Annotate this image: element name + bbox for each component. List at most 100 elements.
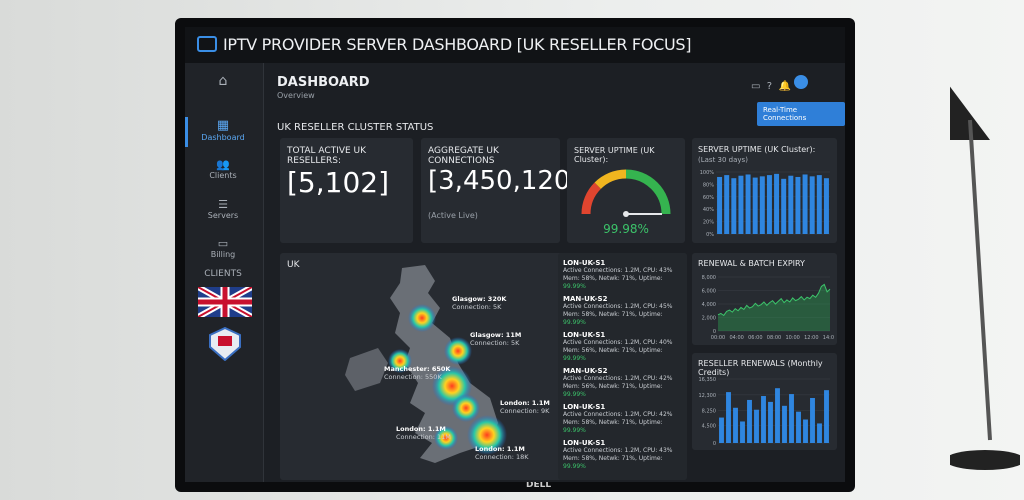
- connection-label: Connection: 11M: [396, 433, 451, 441]
- server-name: MAN-UK-S2: [563, 367, 608, 375]
- connection-label: Connection: 9K: [500, 407, 550, 415]
- server-stats-text: Mem: 58%, Netwk: 71%, Uptime:: [563, 311, 663, 318]
- y-tick-label: 4,000: [702, 302, 716, 308]
- uk-flag: [198, 287, 252, 317]
- bar: [761, 396, 766, 443]
- server-entry: MAN-UK-S2 Active Connections: 1.2M, CPU: …: [563, 367, 681, 399]
- y-tick-label: 12,300: [699, 393, 717, 399]
- real-time-button[interactable]: Real-Time Connections: [757, 102, 845, 126]
- bar: [724, 175, 730, 234]
- uptime-card: SERVER UPTIME (UK Cluster): (Last 30 day…: [692, 138, 837, 243]
- server-stats: Active Connections: 1.2M, CPU: 42%: [563, 411, 673, 418]
- bar: [795, 176, 801, 234]
- server-stats-text: Mem: 56%, Netwk: 71%, Uptime:: [563, 383, 663, 390]
- server-stats: Active Connections: 1.2M, CPU: 42%: [563, 375, 673, 382]
- server-name: LON-UK-S1: [563, 331, 606, 339]
- x-tick-label: 12:00: [804, 335, 818, 341]
- server-uptime: 99.99%: [563, 391, 586, 398]
- server-uptime: 99.99%: [563, 427, 586, 434]
- map-label: Glasgow: 320K Connection: 5K: [452, 295, 506, 311]
- server-name: MAN-UK-S2: [563, 295, 608, 303]
- nav-item[interactable]: ▦ Dashboard: [201, 118, 245, 142]
- y-tick-label: 16,350: [699, 377, 717, 383]
- city-label: Manchester: 650K: [384, 365, 451, 373]
- reseller-badge: [209, 327, 241, 361]
- app-title: IPTV PROVIDER SERVER DASHBOARD [UK RESEL…: [223, 35, 692, 54]
- server-entry: LON-UK-S1 Active Connections: 1.2M, CPU: …: [563, 259, 681, 291]
- bar: [796, 411, 801, 443]
- renewal-card: RENEWAL & BATCH EXPIRY 0 2,000 4,000 6,000 8…: [692, 253, 837, 345]
- y-tick-label: 8,000: [702, 275, 716, 281]
- home-icon[interactable]: ⌂: [218, 73, 228, 89]
- nav-label: Dashboard: [201, 133, 245, 142]
- server-stats: Active Connections: 1.2M, CPU: 45%: [563, 303, 673, 310]
- heat-spot: [434, 426, 458, 450]
- chart-subtitle: (Last 30 days): [698, 156, 748, 164]
- server-uptime: 99.99%: [563, 355, 586, 362]
- uptime-chart: 0% 20% 40% 60% 80% 100%: [700, 170, 830, 238]
- card-label: AGGREGATE UK CONNECTIONS: [428, 146, 499, 166]
- x-tick-label: 04:00: [729, 335, 743, 341]
- bar: [752, 177, 758, 234]
- y-tick-label: 60%: [703, 195, 714, 201]
- heat-spot: [388, 349, 412, 373]
- section-title: UK RESELLER CLUSTER STATUS: [277, 122, 434, 133]
- connection-label: Connection: 5K: [452, 303, 502, 311]
- city-label: London: 1.1M: [475, 445, 525, 453]
- map-title: UK: [287, 260, 300, 270]
- bar: [823, 178, 829, 234]
- y-tick-label: 2,000: [702, 316, 716, 322]
- gauge-arc: [594, 169, 627, 190]
- header-icons[interactable]: ▭ ? 🔔: [751, 75, 809, 92]
- nav-label: Clients: [209, 171, 237, 180]
- nav-item[interactable]: ☰ Servers: [207, 198, 239, 220]
- y-tick-label: 4,500: [702, 423, 716, 429]
- y-tick-label: 20%: [703, 220, 714, 226]
- bar: [726, 392, 731, 443]
- city-label: London: 1.1M: [396, 425, 446, 433]
- server-stats: Mem: 56%, Netwk: 71%, Uptime: 99.99%: [563, 383, 681, 399]
- map-label: Glasgow: 11M Connection: 5K: [470, 331, 521, 347]
- bar: [774, 173, 780, 234]
- bar: [738, 175, 744, 234]
- bar: [759, 176, 765, 234]
- gauge-card: SERVER UPTIME (UK Cluster): 99.98%: [567, 138, 685, 243]
- server-stats-text: Mem: 58%, Netwk: 71%, Uptime:: [563, 455, 663, 462]
- city-label: Glasgow: 320K: [452, 295, 507, 303]
- nav-item[interactable]: 👥 Clients: [209, 158, 237, 180]
- bar: [817, 423, 822, 443]
- x-tick-label: 06:00: [748, 335, 762, 341]
- city-label: London: 1.1M: [500, 399, 550, 407]
- heat-spot: [467, 415, 507, 455]
- server-entry: LON-UK-S1 Active Connections: 1.2M, CPU: …: [563, 439, 681, 471]
- server-stats: Mem: 58%, Netwk: 71%, Uptime: 99.99%: [563, 311, 681, 327]
- bar: [803, 419, 808, 443]
- bar: [745, 174, 751, 234]
- resellers-card: TOTAL ACTIVE UK RESELLERS: [5,102]: [280, 138, 413, 243]
- card-note: (Active Live): [428, 211, 478, 220]
- nav-item[interactable]: ▭ Billing: [210, 237, 236, 259]
- gauge-hub: [623, 211, 629, 217]
- gauge-arc: [625, 169, 671, 215]
- y-tick-label: 0%: [706, 232, 714, 238]
- x-tick-label: 10:00: [785, 335, 799, 341]
- bar: [747, 399, 752, 443]
- area: [718, 284, 830, 331]
- chart-title: RESELLER RENEWALS (Monthly Credits): [698, 359, 823, 377]
- map-label: London: 1.1M Connection: 9K: [500, 399, 550, 415]
- line: [717, 283, 831, 317]
- x-tick-label: 14:00: [823, 335, 834, 341]
- server-stats: Active Connections: 1.2M, CPU: 43%: [563, 267, 673, 274]
- server-entry: MAN-UK-S2 Active Connections: 1.2M, CPU: …: [563, 295, 681, 327]
- y-tick-label: 8,250: [702, 409, 716, 415]
- server-stats: Active Connections: 1.2M, CPU: 43%: [563, 447, 673, 454]
- bar: [816, 175, 822, 234]
- server-uptime: 99.99%: [563, 319, 586, 326]
- nav-label: Billing: [210, 250, 236, 259]
- bar: [810, 397, 815, 443]
- ireland-shape: [345, 348, 388, 391]
- server-stats-text: Mem: 56%, Netwk: 71%, Uptime:: [563, 347, 663, 354]
- connections-card: AGGREGATE UK CONNECTIONS [3,450,120] (Ac…: [421, 138, 581, 243]
- server-list: LON-UK-S1 Active Connections: 1.2M, CPU: …: [558, 253, 687, 480]
